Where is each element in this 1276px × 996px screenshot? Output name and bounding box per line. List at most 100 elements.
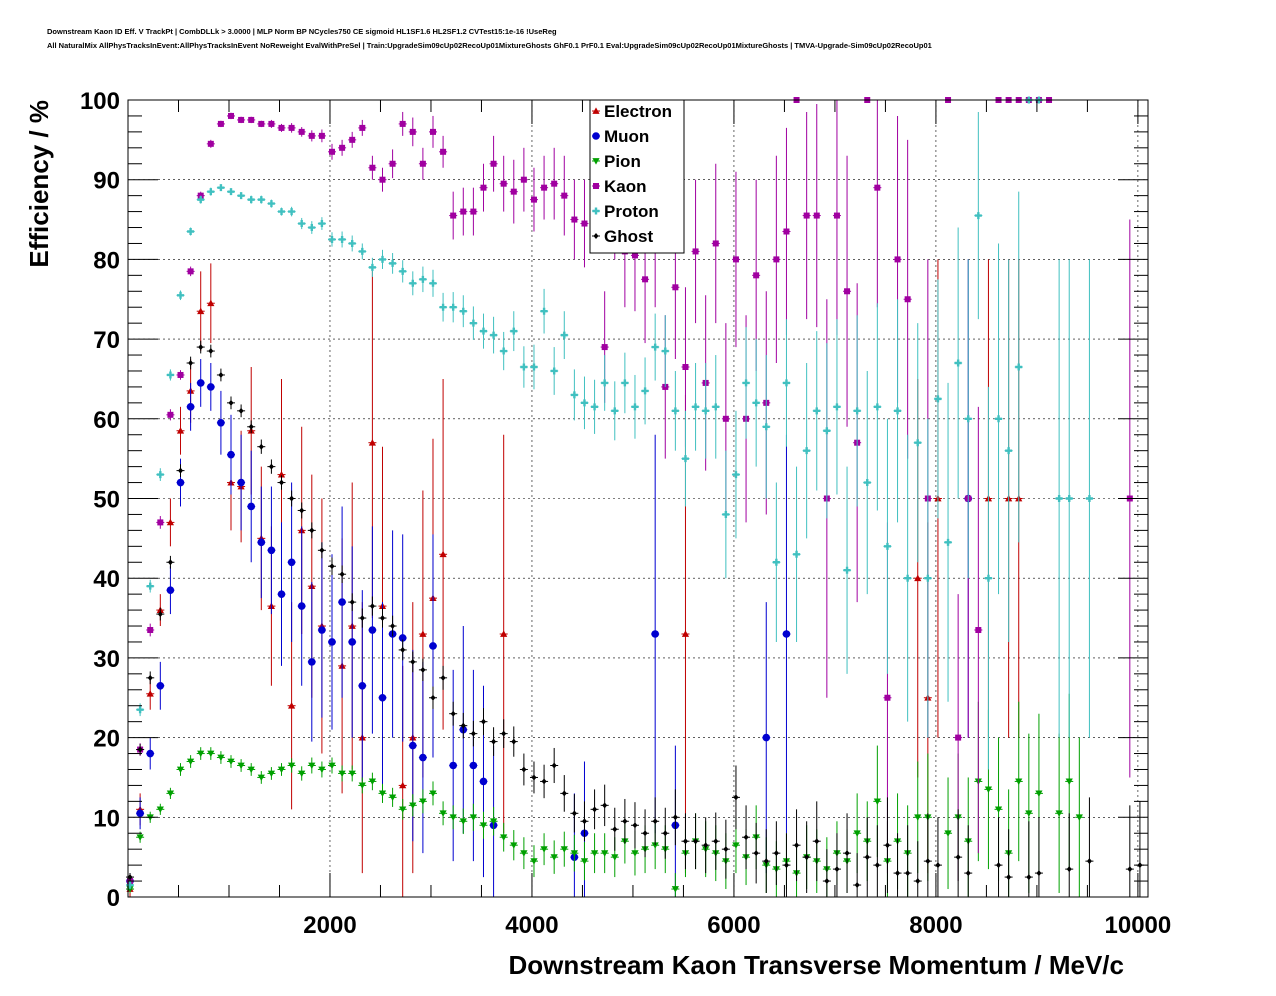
muon-marker xyxy=(308,658,316,666)
electron-marker xyxy=(176,427,185,434)
muon-marker xyxy=(217,418,225,427)
pion-marker xyxy=(1035,790,1043,797)
proton-marker xyxy=(439,303,447,311)
kaon-marker xyxy=(298,128,305,135)
pion-point xyxy=(267,767,276,780)
proton-marker xyxy=(207,188,215,196)
proton-marker xyxy=(681,455,689,463)
kaon-marker xyxy=(207,140,214,147)
pion-point xyxy=(186,755,195,768)
pion-marker xyxy=(489,818,498,825)
kaon-point xyxy=(156,516,165,529)
ghost-marker xyxy=(622,818,628,825)
kaon-point xyxy=(903,139,912,459)
proton-point xyxy=(428,269,437,297)
ghost-marker xyxy=(935,862,941,869)
ghost-marker xyxy=(925,858,931,865)
ghost-point xyxy=(408,651,417,673)
kaon-marker xyxy=(955,734,962,741)
kaon-point xyxy=(398,111,407,136)
kaon-marker xyxy=(803,212,810,219)
proton-marker xyxy=(732,471,740,479)
pion-marker xyxy=(449,814,457,821)
kaon-marker xyxy=(389,160,396,167)
y-axis-title: Efficiency / % xyxy=(24,100,54,268)
legend-marker-proton xyxy=(592,207,600,215)
y-tick-label: 70 xyxy=(93,327,120,354)
proton-marker xyxy=(278,208,286,216)
ghost-point xyxy=(519,753,528,786)
proton-point xyxy=(439,292,448,322)
proton-marker xyxy=(570,391,578,399)
electron-point xyxy=(166,498,175,547)
kaon-point xyxy=(691,179,700,324)
kaon-marker xyxy=(419,160,426,167)
y-tick-label: 10 xyxy=(93,805,120,832)
muon-marker xyxy=(277,590,286,598)
kaon-point xyxy=(328,143,336,160)
ghost-point xyxy=(126,873,135,882)
kaon-point xyxy=(873,100,882,308)
proton-marker xyxy=(974,212,982,220)
kaon-point xyxy=(459,187,468,236)
ghost-marker xyxy=(561,790,567,797)
kaon-point xyxy=(711,163,720,324)
ghost-marker xyxy=(127,874,133,881)
proton-marker xyxy=(348,239,356,247)
ghost-point xyxy=(994,817,1003,897)
pion-marker xyxy=(338,770,346,778)
proton-point xyxy=(408,271,417,296)
ghost-point xyxy=(267,459,276,474)
kaon-point xyxy=(843,155,852,427)
x-tick-label: 4000 xyxy=(505,912,558,939)
ghost-marker xyxy=(440,674,446,681)
proton-marker xyxy=(641,387,649,395)
kaon-marker xyxy=(904,296,911,303)
proton-point xyxy=(156,468,165,481)
kaon-point xyxy=(812,103,821,328)
ghost-marker xyxy=(178,467,184,474)
pion-point xyxy=(237,759,246,772)
ghost-point xyxy=(227,396,236,410)
ghost-point xyxy=(802,821,811,894)
pion-point xyxy=(338,765,347,782)
proton-point xyxy=(146,579,155,593)
kaon-marker xyxy=(217,120,224,127)
ghost-point xyxy=(671,789,680,846)
proton-marker xyxy=(318,220,326,228)
proton-marker xyxy=(964,415,972,423)
proton-point xyxy=(206,187,215,196)
pion-point xyxy=(540,833,549,866)
proton-marker xyxy=(803,447,811,455)
kaon-marker xyxy=(470,208,477,215)
pion-marker xyxy=(1025,810,1033,817)
kaon-point xyxy=(257,120,266,128)
kaon-marker xyxy=(399,120,406,127)
proton-point xyxy=(893,299,902,523)
ghost-marker xyxy=(369,603,375,610)
electron-marker xyxy=(368,439,376,446)
muon-marker xyxy=(419,753,427,762)
pion-marker xyxy=(358,782,366,790)
proton-marker xyxy=(247,196,255,204)
pion-marker xyxy=(328,762,336,770)
plot-header-line-1: Downstream Kaon ID Eff. V TrackPt | Comb… xyxy=(47,27,557,36)
muon-marker xyxy=(782,630,791,638)
proton-point xyxy=(307,221,316,234)
ghost-point xyxy=(570,794,579,833)
ghost-marker xyxy=(359,615,365,622)
proton-marker xyxy=(995,415,1003,423)
kaon-point xyxy=(388,149,397,179)
muon-marker xyxy=(328,638,336,646)
ghost-marker xyxy=(480,718,486,725)
proton-point xyxy=(721,450,730,579)
kaon-point xyxy=(540,155,549,220)
kaon-marker xyxy=(460,208,467,215)
legend-label-proton: Proton xyxy=(604,202,659,221)
muon-point xyxy=(297,526,306,686)
pion-point xyxy=(519,837,528,870)
proton-marker xyxy=(298,220,306,228)
proton-marker xyxy=(500,347,508,355)
ghost-marker xyxy=(258,443,264,450)
proton-point xyxy=(923,418,932,738)
